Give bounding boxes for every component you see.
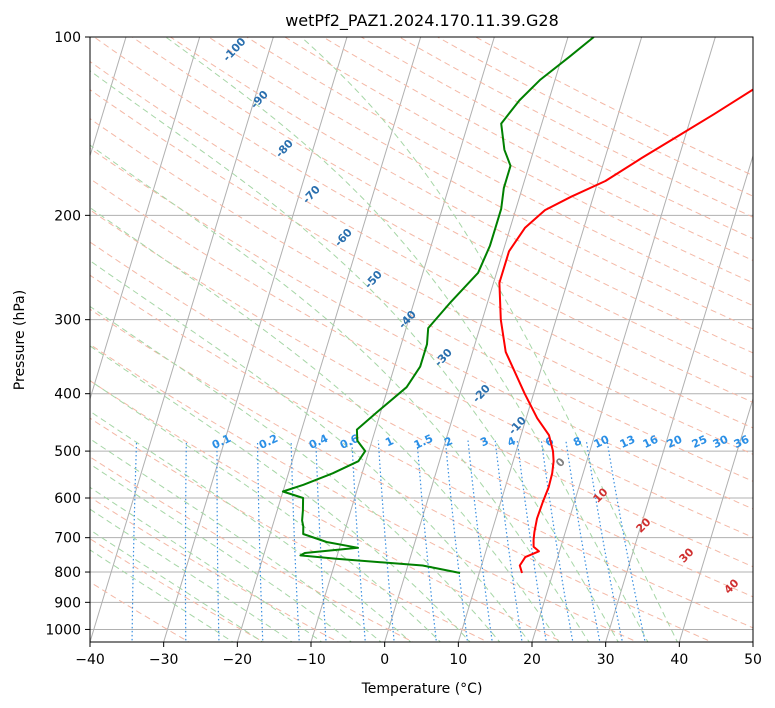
mixing-ratio-line	[377, 440, 395, 642]
dry-adiabat-line	[90, 380, 564, 642]
isotherm-line	[90, 37, 127, 158]
moist-adiabat-line	[90, 305, 501, 642]
isotherm-line	[163, 37, 348, 642]
background-lines	[90, 37, 753, 642]
mixing-ratio-label: 10	[592, 433, 612, 451]
temperature-profile-line	[498, 88, 753, 574]
x-axis-label: Temperature (°C)	[361, 681, 483, 697]
moist-adiabat-line	[90, 379, 442, 642]
mixing-ratio-label: 20	[665, 433, 685, 451]
x-tick-label: −30	[149, 652, 179, 668]
mixing-ratio-label: 13	[618, 433, 637, 451]
moist-adiabat-line	[90, 486, 323, 642]
x-tick-label: 10	[449, 652, 467, 668]
dry-adiabat-line	[245, 37, 753, 307]
dry-adiabat-line	[90, 581, 190, 642]
isotherm-line	[531, 37, 716, 642]
dry-adiabat-line	[90, 178, 753, 538]
y-tick-label: 300	[54, 313, 81, 329]
isotherm-line	[90, 37, 201, 401]
y-axis-label: Pressure (hPa)	[12, 290, 28, 390]
y-tick-label: 1000	[45, 622, 81, 638]
dewpoint-profile-line	[281, 37, 595, 574]
mixing-ratio-label: 30	[711, 433, 731, 451]
y-tick-label: 100	[54, 30, 81, 46]
mixing-ratio-line	[606, 440, 646, 642]
moist-adiabat-line	[90, 345, 471, 642]
x-tick-label: −20	[223, 652, 253, 668]
dry-adiabat-line	[90, 89, 753, 455]
mixing-ratio-line	[540, 440, 574, 642]
isotherm-line	[236, 37, 422, 642]
mixing-ratio-label: 16	[641, 433, 661, 451]
mixing-ratio-label: 36	[732, 433, 752, 451]
mixing-ratio-line	[585, 440, 624, 642]
dry-adiabat-line	[90, 209, 753, 568]
moist-adiabat-line	[165, 37, 649, 642]
y-tick-label: 400	[54, 387, 81, 403]
moist-adiabat-line	[90, 508, 293, 642]
x-tick-label: 40	[670, 652, 688, 668]
chart-title: wetPf2_PAZ1.2024.170.11.39.G28	[285, 11, 559, 31]
isotherm-line	[90, 37, 274, 642]
moist-adiabat-line	[90, 260, 531, 642]
dry-adiabat-line	[90, 456, 415, 642]
mixing-ratio-line	[315, 440, 327, 642]
y-tick-label: 500	[54, 444, 81, 460]
y-axis: 100 200 300 400 500 600 700 800 900 1000	[45, 30, 90, 638]
mixing-ratio-line	[131, 440, 138, 642]
sounding-profiles	[281, 37, 753, 574]
moist-adiabat-line	[90, 70, 619, 642]
dry-adiabat-line	[90, 343, 639, 642]
x-tick-label: −10	[296, 652, 326, 668]
y-tick-label: 200	[54, 208, 81, 224]
dry-adiabat-line	[90, 417, 489, 642]
mixing-ratio-label: 25	[690, 433, 709, 451]
mixing-ratio-line	[565, 440, 601, 642]
x-tick-label: 50	[744, 652, 762, 668]
mixing-ratio-line	[444, 440, 469, 642]
x-axis: −40 −30 −20 −10 0 10 20 30 40 50	[75, 642, 762, 668]
mixing-ratio-line	[216, 440, 220, 642]
moist-adiabat-line	[90, 207, 560, 642]
dry-adiabat-line	[90, 274, 753, 629]
dry-adiabat-line	[90, 118, 753, 482]
mixing-ratio-line	[351, 440, 366, 642]
moist-adiabat-line	[90, 463, 353, 642]
mixing-ratio-line	[416, 440, 438, 642]
moist-adiabat-line	[300, 37, 678, 642]
x-tick-label: 20	[523, 652, 541, 668]
mixing-ratio-line	[494, 440, 523, 642]
y-tick-label: 800	[54, 565, 81, 581]
dry-adiabat-line	[90, 538, 265, 642]
moist-adiabat-line	[90, 410, 412, 642]
mixing-ratio-line	[184, 440, 187, 642]
y-tick-label: 600	[54, 491, 81, 507]
dry-adiabat-line	[90, 241, 753, 598]
dry-adiabat-line	[90, 308, 713, 642]
isotherm-line	[605, 154, 753, 642]
mixing-ratio-line	[516, 440, 547, 642]
mixing-ratio-line	[256, 440, 264, 642]
x-tick-label: 0	[380, 652, 389, 668]
isotherm-line	[678, 397, 753, 642]
y-tick-label: 900	[54, 595, 81, 611]
dry-adiabat-line	[131, 37, 753, 378]
mixing-ratio-line	[467, 440, 493, 642]
plot-frame	[89, 36, 754, 643]
y-tick-label: 700	[54, 531, 81, 547]
x-tick-label: 30	[597, 652, 615, 668]
x-tick-label: −40	[75, 652, 105, 668]
